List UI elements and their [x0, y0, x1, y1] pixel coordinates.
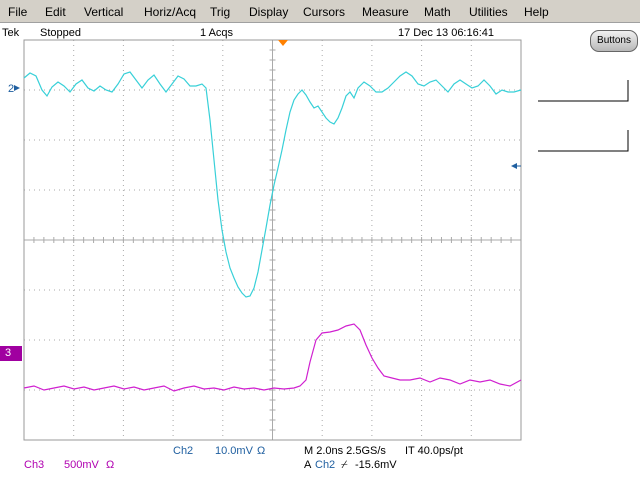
ch3-marker: 3 [5, 347, 12, 359]
graticule-border [23, 39, 522, 441]
trigger-level-arrow [511, 163, 517, 169]
side-panel-line [538, 130, 629, 152]
menu-item[interactable]: Horiz/Acq [144, 5, 197, 19]
ch2-name: Ch2 [173, 445, 194, 457]
trigger-source: Ch2 [315, 459, 336, 471]
menu-item[interactable]: Math [424, 5, 451, 19]
ch3-coupling: Ω [106, 459, 115, 471]
menu-bar: File Edit Vertical Horiz/Acq Trig Displa… [0, 0, 640, 23]
run-state: Stopped [40, 27, 81, 39]
menu-item[interactable]: Edit [45, 5, 66, 19]
datetime: 17 Dec 13 06:16:41 [398, 27, 495, 39]
trigger-level: -15.6mV [355, 459, 397, 471]
buttons-toggle[interactable]: Buttons [590, 30, 638, 52]
ch2-marker: 2 [8, 83, 15, 95]
trigger-mode: A [304, 459, 312, 471]
ch2-coupling: Ω [257, 445, 266, 457]
trigger-slope: ⌿ [341, 459, 348, 471]
horizontal-readout: M 2.0ns 2.5GS/s [304, 445, 386, 457]
ch2-waveform [23, 71, 522, 298]
brand: Tek [2, 27, 20, 39]
acq-count: 1 Acqs [200, 27, 234, 39]
menu-item[interactable]: Cursors [303, 5, 346, 19]
menu-item[interactable]: Display [249, 5, 289, 19]
ch3-name: Ch3 [24, 459, 45, 471]
resolution-readout: IT 40.0ps/pt [405, 445, 463, 457]
menu-item[interactable]: Help [524, 5, 549, 19]
ch3-marker-box [0, 346, 22, 361]
menu-item[interactable]: File [8, 5, 28, 19]
menu-item[interactable]: Measure [362, 5, 409, 19]
graticule [23, 39, 522, 441]
ch3-scale: 500mV [64, 459, 99, 471]
ch3-waveform [23, 323, 522, 392]
menu-item[interactable]: Utilities [469, 5, 508, 19]
trigger-position [278, 40, 288, 46]
side-panel-line [538, 80, 629, 102]
ch2-scale: 10.0mV [215, 445, 253, 457]
menu-item[interactable]: Vertical [84, 5, 124, 19]
menu-item[interactable]: Trig [210, 5, 231, 19]
ch2-arrow [14, 85, 20, 91]
